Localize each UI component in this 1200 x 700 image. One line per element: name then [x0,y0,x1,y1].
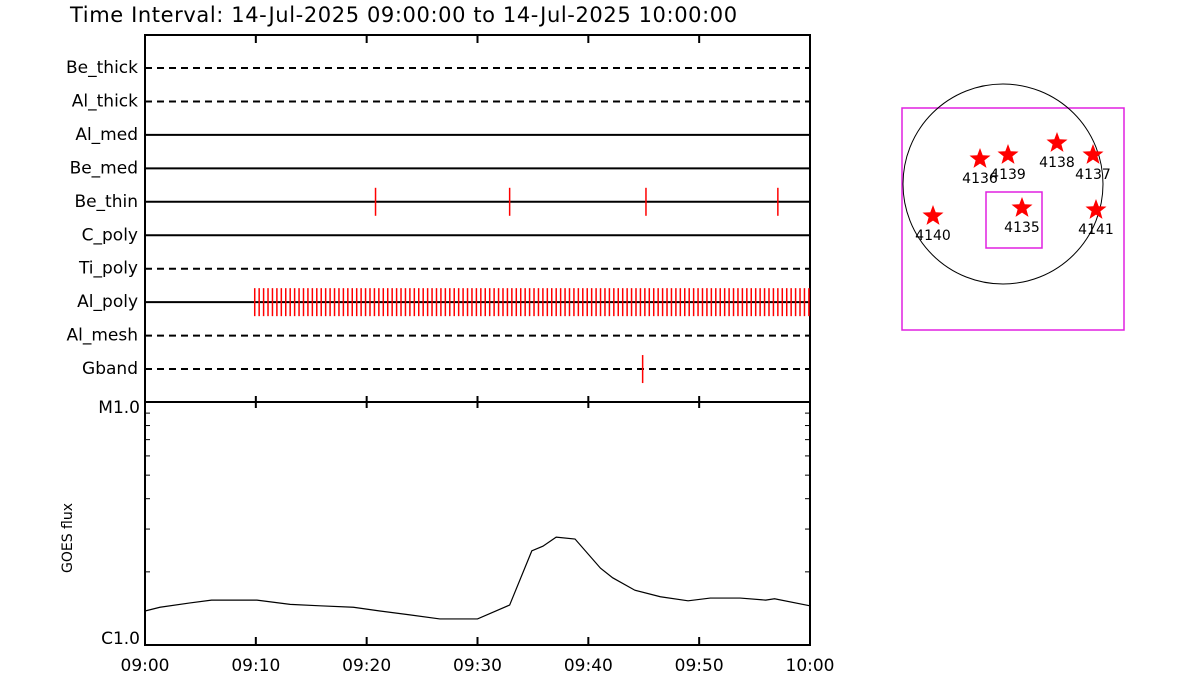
solar-limb [902,83,1104,285]
x-tick-label: 09:10 [231,656,280,676]
row-label: Al_mesh [66,326,138,346]
region-star [1011,197,1033,217]
region-star [1046,132,1068,152]
region-label: 4139 [990,167,1026,183]
target-box [985,191,1043,249]
y-axis-label: GOES flux [60,503,76,573]
x-tick-label: 09:20 [342,656,391,676]
region-label: 4141 [1078,222,1114,238]
row-label: Al_poly [77,292,138,312]
y-tick-label: C1.0 [101,629,140,649]
region-star [997,144,1019,164]
region-label: 4137 [1075,167,1111,183]
row-label: Gband [82,359,138,379]
region-star [969,148,991,168]
region-star [1082,144,1104,164]
region-label: 4138 [1039,155,1075,171]
region-star [1085,199,1107,219]
region-label: 4136 [962,171,998,187]
frame [144,401,811,646]
row-label: Be_med [70,158,138,178]
field-of-view [901,107,1125,331]
x-tick-label: 09:30 [453,656,502,676]
row-label: C_poly [82,225,138,245]
region-star [922,205,944,225]
x-tick-label: 09:40 [564,656,613,676]
row-label: Al_thick [72,91,138,111]
y-tick-label: M1.0 [98,398,140,418]
x-tick-label: 09:00 [121,656,170,676]
goes-curve [144,536,811,620]
x-tick-label: 10:00 [786,656,835,676]
region-label: 4135 [1004,220,1040,236]
row-label: Be_thick [66,58,138,78]
row-label: Ti_poly [78,259,138,279]
row-label: Al_med [75,125,138,145]
region-label: 4140 [915,228,951,244]
frame [144,34,811,403]
x-tick-label: 09:50 [675,656,724,676]
chart-title: Time Interval: 14-Jul-2025 09:00:00 to 1… [69,3,738,27]
row-label: Be_thin [74,192,138,212]
